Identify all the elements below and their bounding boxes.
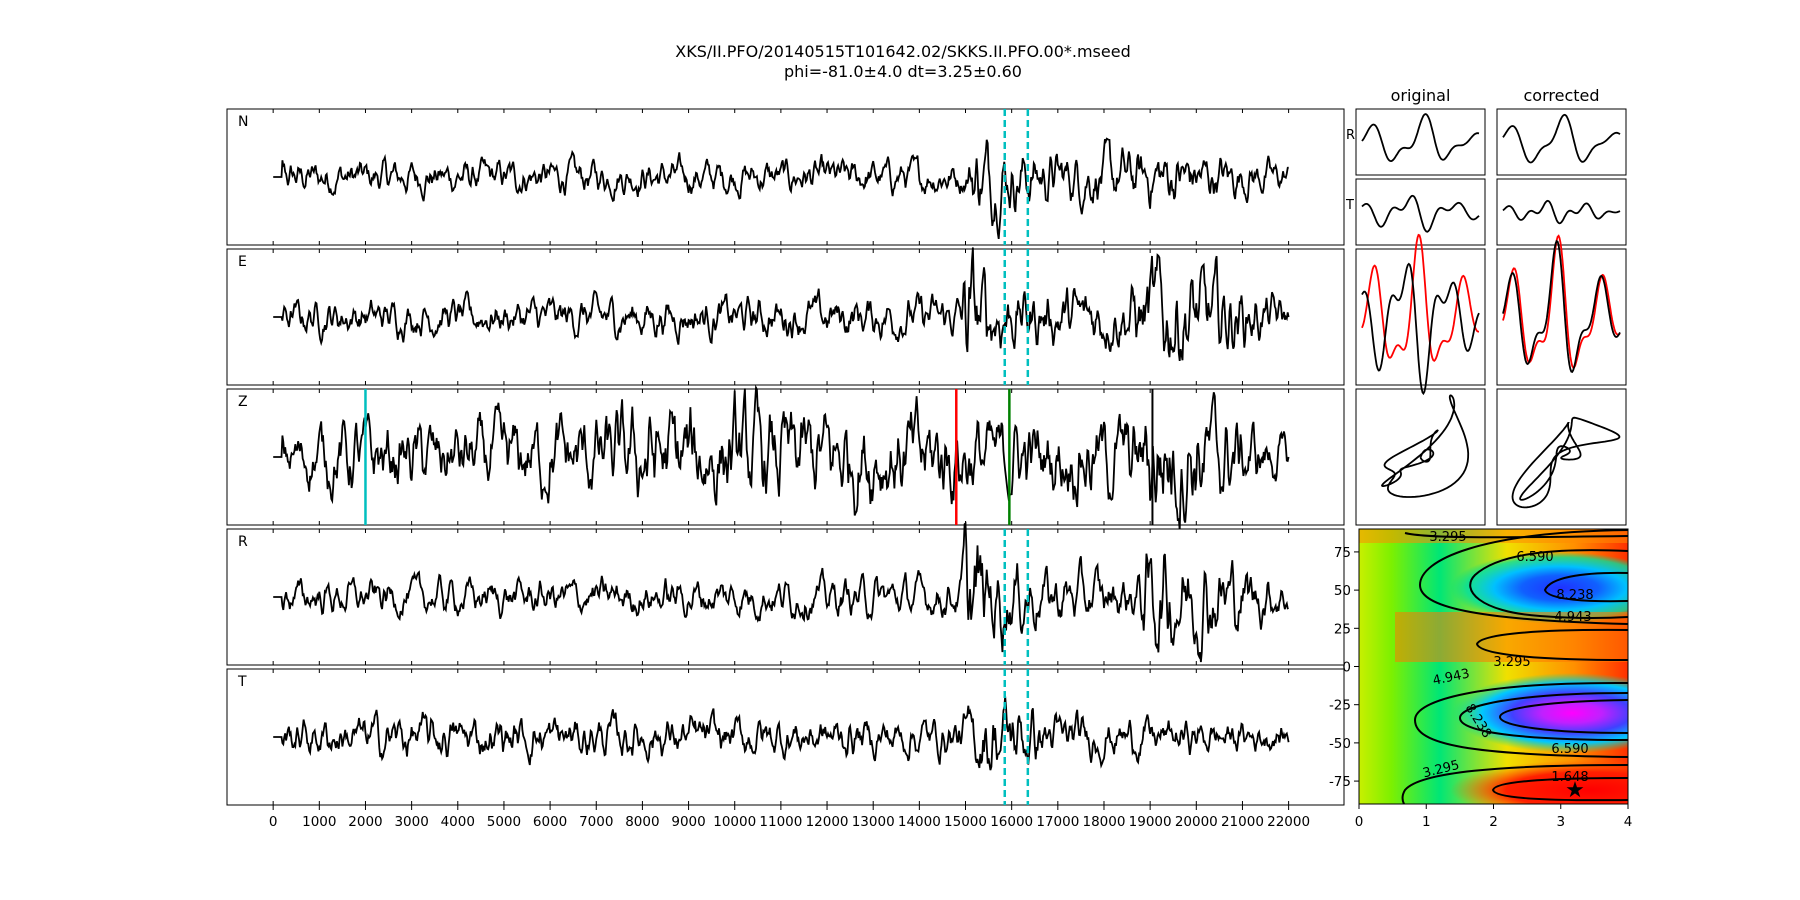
figure-subtitle: phi=-81.0±4.0 dt=3.25±0.60 bbox=[784, 62, 1022, 81]
tick-label: 4 bbox=[1624, 814, 1633, 830]
misfit-heatmap: 3.2956.5908.2384.9433.2954.9438.2386.590… bbox=[1359, 529, 1628, 804]
tick-label: 9000 bbox=[671, 814, 705, 830]
waveform bbox=[1361, 113, 1480, 163]
small-panel-frame bbox=[1496, 178, 1627, 246]
tick-label: -50 bbox=[1329, 736, 1351, 752]
waveform bbox=[1502, 234, 1621, 369]
waveform bbox=[1361, 262, 1480, 396]
panel-label: E bbox=[238, 254, 247, 270]
row-label: T bbox=[1345, 198, 1354, 213]
tick-label: 17000 bbox=[1036, 814, 1079, 830]
panel-label: N bbox=[238, 114, 248, 130]
tick-label: 75 bbox=[1334, 545, 1351, 561]
contour-label: 4.943 bbox=[1554, 610, 1591, 625]
trace-t bbox=[273, 696, 1290, 771]
trace-n bbox=[273, 137, 1290, 240]
tick-label: 2 bbox=[1489, 814, 1498, 830]
tick-label: 25 bbox=[1334, 621, 1351, 637]
tick-label: 5000 bbox=[487, 814, 521, 830]
tick-label: 22000 bbox=[1267, 814, 1310, 830]
tick-label: 21000 bbox=[1221, 814, 1264, 830]
waveform bbox=[1502, 199, 1621, 225]
tick-label: 14000 bbox=[898, 814, 941, 830]
tick-label: 16000 bbox=[990, 814, 1033, 830]
panel-frame bbox=[226, 248, 1345, 386]
row-label: R bbox=[1346, 128, 1355, 143]
panel-frame bbox=[226, 108, 1345, 246]
panel-e: E bbox=[226, 247, 1345, 386]
tick-label: 0 bbox=[1355, 814, 1364, 830]
tick-label: 2000 bbox=[348, 814, 382, 830]
panel-label: R bbox=[238, 534, 248, 550]
small-panel-frame bbox=[1355, 178, 1486, 246]
misfit-axes: 0 1 2 3 4 -75 -50 -25 0 25 50 75 bbox=[1329, 545, 1632, 830]
panel-t: T bbox=[226, 668, 1345, 806]
panel-label: T bbox=[237, 674, 247, 690]
waveform bbox=[1361, 194, 1480, 233]
panel-n: N bbox=[226, 108, 1345, 246]
tick-label: 1 bbox=[1422, 814, 1431, 830]
waveform bbox=[1502, 113, 1621, 164]
waveform bbox=[1502, 239, 1621, 373]
small-panel-frame bbox=[1355, 108, 1486, 176]
tick-label: 13000 bbox=[852, 814, 895, 830]
tick-label: -75 bbox=[1329, 774, 1351, 790]
tick-label: 8000 bbox=[625, 814, 659, 830]
particle-motion bbox=[1511, 416, 1621, 509]
tick-label: 6000 bbox=[533, 814, 567, 830]
tick-label: 4000 bbox=[441, 814, 475, 830]
column-title: original bbox=[1391, 86, 1451, 105]
seismogram-panels: N E Z R T bbox=[226, 108, 1345, 806]
tick-label: 10000 bbox=[713, 814, 756, 830]
best-fit-star-icon: ★ bbox=[1565, 778, 1585, 803]
trace-r bbox=[273, 521, 1289, 663]
tick-label: -25 bbox=[1329, 698, 1351, 714]
panel-z: Z bbox=[226, 384, 1345, 531]
contour-label: 3.295 bbox=[1429, 530, 1466, 545]
tick-label: 15000 bbox=[944, 814, 987, 830]
column-title: corrected bbox=[1523, 86, 1599, 105]
panel-label: Z bbox=[238, 394, 248, 410]
particle-motion-panels: original corrected R T bbox=[1345, 86, 1627, 526]
tick-label: 19000 bbox=[1129, 814, 1172, 830]
tick-label: 18000 bbox=[1083, 814, 1126, 830]
contour-label: 8.238 bbox=[1556, 588, 1593, 603]
tick-label: 7000 bbox=[579, 814, 613, 830]
tick-label: 0 bbox=[269, 814, 278, 830]
figure-title: XKS/II.PFO/20140515T101642.02/SKKS.II.PF… bbox=[675, 42, 1130, 61]
tick-label: 3000 bbox=[394, 814, 428, 830]
small-panel-frame bbox=[1355, 248, 1486, 386]
tick-label: 1000 bbox=[302, 814, 336, 830]
tick-label: 11000 bbox=[759, 814, 802, 830]
panel-r: R bbox=[226, 521, 1345, 666]
contour-label: 6.590 bbox=[1551, 742, 1588, 757]
tick-label: 50 bbox=[1334, 583, 1351, 599]
tick-label: 12000 bbox=[806, 814, 849, 830]
contour-label: 3.295 bbox=[1493, 655, 1530, 670]
trace-z bbox=[273, 384, 1290, 531]
contour-label: 1.648 bbox=[1551, 770, 1588, 785]
time-axis: 0 1000 2000 3000 4000 5000 6000 7000 8000 9000 100… bbox=[269, 805, 1310, 830]
tick-label: 0 bbox=[1342, 660, 1351, 676]
trace-e bbox=[273, 247, 1290, 362]
tick-label: 20000 bbox=[1175, 814, 1218, 830]
tick-label: 3 bbox=[1556, 814, 1565, 830]
particle-motion bbox=[1380, 394, 1470, 498]
panel-frame bbox=[226, 528, 1345, 666]
contour-label: 6.590 bbox=[1516, 550, 1553, 565]
waveform bbox=[1361, 233, 1479, 362]
